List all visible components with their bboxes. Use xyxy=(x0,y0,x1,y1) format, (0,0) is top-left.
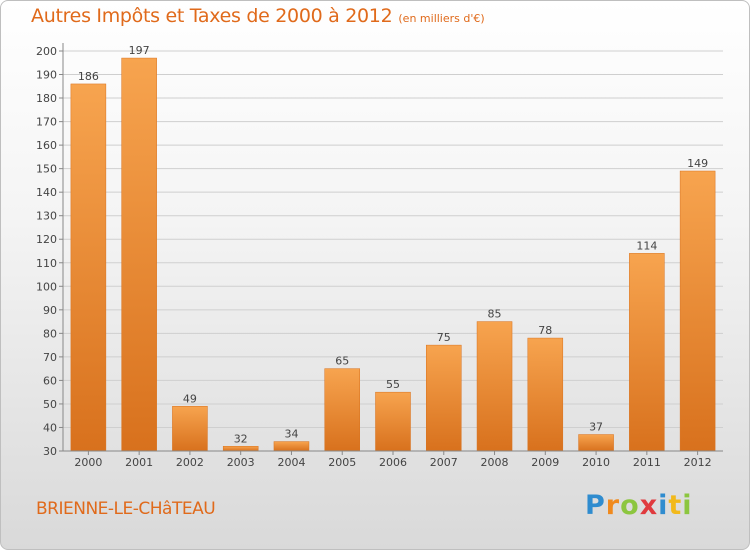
logo-letter: r xyxy=(605,490,621,521)
bar-2008 xyxy=(476,321,513,452)
data-label-2011: 114 xyxy=(636,239,657,252)
data-label-2007: 75 xyxy=(437,331,451,344)
bar-2004 xyxy=(273,441,310,452)
x-tick-label-2004: 2004 xyxy=(277,456,305,469)
bar-2009 xyxy=(527,337,564,452)
y-tick-label: 120 xyxy=(36,233,57,246)
data-label-2009: 78 xyxy=(538,324,552,337)
y-tick-label: 100 xyxy=(36,280,57,293)
y-tick-label: 60 xyxy=(43,374,57,387)
y-tick-label: 70 xyxy=(43,351,57,364)
data-label-2006: 55 xyxy=(386,378,400,391)
y-tick-label: 30 xyxy=(43,445,57,458)
x-tick-label-2000: 2000 xyxy=(74,456,102,469)
data-label-2012: 149 xyxy=(687,157,708,170)
y-tick-label: 130 xyxy=(36,210,57,223)
bar-2002 xyxy=(172,406,208,452)
logo-letter: P xyxy=(585,490,606,521)
data-label-2010: 37 xyxy=(589,421,603,434)
bar-2001 xyxy=(121,57,157,452)
chart-subtitle: (en milliers d'€) xyxy=(398,12,485,25)
data-label-2000: 186 xyxy=(78,70,99,83)
y-tick-label: 140 xyxy=(36,186,57,199)
logo-letter: i xyxy=(682,490,693,521)
bar-2010 xyxy=(578,434,614,452)
y-tick-label: 40 xyxy=(43,421,57,434)
bars: 186 197 49 32 34 65 55 75 85 78 37 114 149 xyxy=(70,44,716,452)
data-label-2008: 85 xyxy=(488,308,502,321)
y-tick-label: 90 xyxy=(43,304,57,317)
x-tick-label-2012: 2012 xyxy=(684,456,712,469)
y-tick-label: 80 xyxy=(43,327,57,340)
logo-letter: o xyxy=(620,490,640,521)
bar-2011 xyxy=(629,253,665,452)
bar-2005 xyxy=(324,368,360,452)
x-tick-label-2007: 2007 xyxy=(430,456,458,469)
x-tick-label-2003: 2003 xyxy=(227,456,255,469)
y-tick-label: 110 xyxy=(36,257,57,270)
data-label-2002: 49 xyxy=(183,392,197,405)
commune-name: BRIENNE-LE-CHâTEAU xyxy=(36,499,216,519)
chart-title-block: Autres Impôts et Taxes de 2000 à 2012 (en… xyxy=(31,5,485,27)
x-tick-label-2010: 2010 xyxy=(582,456,610,469)
proxiti-logo: Proxiti xyxy=(585,490,693,521)
bar-2000 xyxy=(70,83,107,452)
x-tick-label-2002: 2002 xyxy=(176,456,204,469)
y-tick-label: 150 xyxy=(36,163,57,176)
x-tick-label-2009: 2009 xyxy=(531,456,559,469)
logo-letter: x xyxy=(639,490,659,521)
y-tick-label: 180 xyxy=(36,92,57,105)
data-label-2004: 34 xyxy=(284,428,298,441)
data-label-2001: 197 xyxy=(129,44,150,57)
y-tick-label: 160 xyxy=(36,139,57,152)
x-tick-label-2005: 2005 xyxy=(328,456,356,469)
y-tick-label: 200 xyxy=(36,45,57,58)
x-tick-label-2006: 2006 xyxy=(379,456,407,469)
chart-title: Autres Impôts et Taxes de 2000 à 2012 xyxy=(31,5,393,27)
bar-2007 xyxy=(426,344,462,452)
y-tick-label: 170 xyxy=(36,116,57,129)
data-label-2005: 65 xyxy=(335,355,349,368)
bar-2012 xyxy=(679,170,716,452)
bar-2006 xyxy=(375,391,411,452)
x-axis-ticks: 2000 2001 2002 2003 2004 2005 2006 2007 2008 2009… xyxy=(74,451,712,469)
x-tick-label-2008: 2008 xyxy=(481,456,509,469)
y-tick-label: 50 xyxy=(43,398,57,411)
logo-letter: i xyxy=(658,490,669,521)
y-axis-ticks: 30 40 50 60 70 80 90 100 110 120 130 140 150 160 170 18… xyxy=(36,45,63,458)
grid-lines xyxy=(63,50,723,452)
y-tick-label: 190 xyxy=(36,69,57,82)
x-tick-label-2011: 2011 xyxy=(633,456,661,469)
logo-letter: t xyxy=(668,490,683,521)
bar-2003 xyxy=(222,446,259,452)
x-tick-label-2001: 2001 xyxy=(125,456,153,469)
data-label-2003: 32 xyxy=(234,432,248,445)
